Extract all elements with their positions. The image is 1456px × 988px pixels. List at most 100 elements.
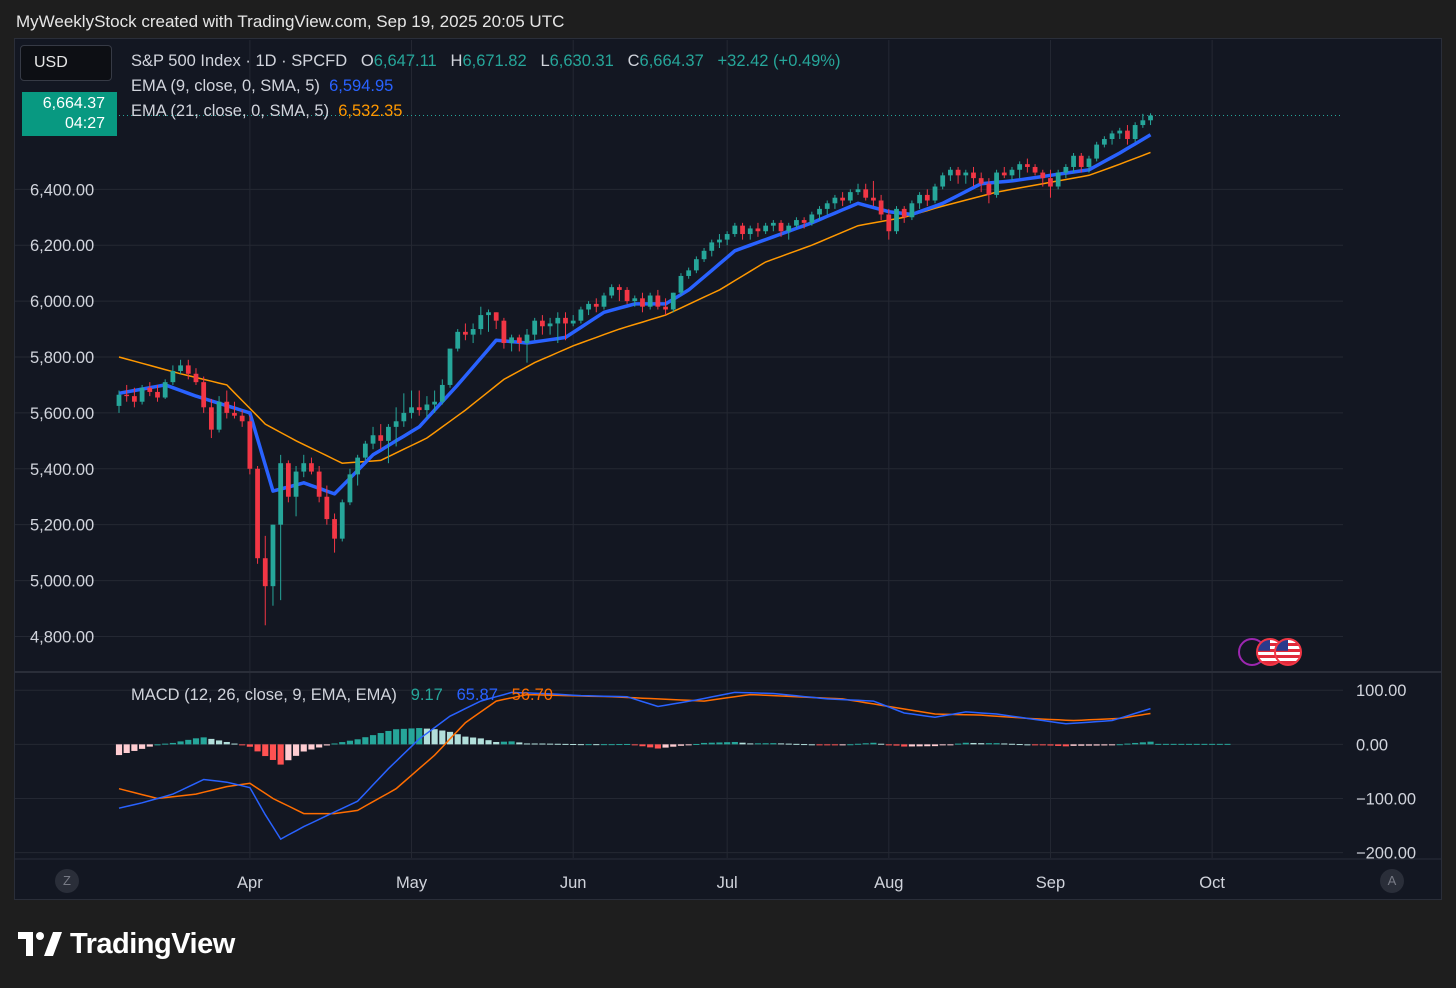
candle — [362, 440, 368, 461]
macd-histogram-bar — [878, 743, 885, 745]
macd-histogram-bar — [554, 743, 561, 745]
macd-histogram-bar — [292, 744, 300, 756]
candle — [640, 292, 645, 313]
candle-body — [709, 242, 715, 251]
candle — [678, 273, 684, 296]
macd-histogram-bar — [677, 744, 685, 746]
candle — [540, 315, 545, 335]
price-axis-tick-label: 6,200.00 — [30, 237, 94, 255]
macd-legend[interactable]: MACD (12, 26, close, 9, EMA, EMA) 9.17 6… — [131, 686, 553, 705]
candle — [1001, 166, 1007, 179]
candle-body — [332, 519, 337, 539]
candle-body — [994, 172, 999, 195]
candle-body — [370, 435, 376, 444]
candle-body — [409, 407, 414, 413]
candle — [940, 172, 946, 190]
macd-histogram-bar — [647, 744, 654, 748]
candle-body — [878, 200, 884, 215]
candle — [155, 384, 160, 402]
candle — [416, 390, 422, 416]
candle — [1055, 169, 1061, 190]
candle — [955, 166, 961, 184]
macd-histogram-bar — [893, 744, 900, 746]
macd-histogram-bar — [577, 744, 584, 746]
time-axis-tick-label: May — [396, 874, 428, 892]
macd-histogram-bar — [362, 737, 369, 745]
candle — [770, 220, 776, 232]
macd-histogram-bar — [1101, 744, 1108, 746]
candle — [501, 317, 507, 349]
candle-body — [362, 443, 368, 458]
candle-body — [478, 315, 484, 330]
macd-histogram-bar — [939, 744, 946, 746]
macd-histogram-bar — [708, 742, 715, 745]
candle-body — [593, 303, 599, 307]
time-axis-tick-label: Jul — [717, 874, 738, 892]
macd-histogram-bar — [500, 741, 507, 745]
candle — [824, 200, 830, 215]
macd-histogram-bar — [785, 743, 792, 745]
candle-body — [463, 331, 468, 335]
candle-body — [208, 407, 214, 430]
candle — [755, 222, 761, 237]
candle — [948, 166, 953, 181]
candle-body — [224, 401, 230, 413]
macd-histogram-bar — [1132, 742, 1139, 745]
macd-histogram-bar — [246, 744, 253, 747]
candle-body — [293, 471, 299, 497]
candle-body — [1063, 166, 1069, 173]
candle — [1086, 155, 1092, 173]
currency-button[interactable]: USD — [20, 45, 112, 81]
change-value: +32.42 (+0.49%) — [717, 52, 841, 70]
candle — [1078, 152, 1084, 173]
candle-body — [948, 169, 953, 176]
macd-histogram-bar — [901, 744, 908, 747]
candle — [1017, 161, 1023, 179]
candle — [270, 524, 276, 606]
candle — [832, 194, 838, 209]
macd-histogram-bar — [962, 742, 969, 745]
candle-body — [986, 183, 992, 195]
macd-histogram-bar — [439, 730, 446, 745]
candle-body — [824, 203, 830, 209]
macd-histogram-bar — [1108, 744, 1116, 746]
candle-body — [386, 426, 391, 441]
macd-histogram-bar — [908, 744, 915, 747]
macd-histogram-bar — [231, 743, 238, 745]
candle-body — [470, 329, 476, 335]
candle-body — [1140, 120, 1146, 126]
candle — [717, 234, 722, 249]
candle-body — [532, 320, 538, 335]
auto-scale-button[interactable]: A — [1380, 869, 1404, 893]
candle — [901, 206, 907, 223]
candle-body — [516, 337, 522, 344]
candle — [563, 312, 568, 341]
candle-body — [124, 394, 130, 397]
ema21-legend[interactable]: EMA (21, close, 0, SMA, 5) 6,532.35 — [131, 102, 402, 121]
candle — [986, 178, 992, 204]
event-markers[interactable] — [1238, 638, 1302, 668]
macd-histogram-bar — [747, 743, 754, 745]
candle — [201, 376, 207, 413]
macd-histogram-bar — [716, 742, 723, 745]
macd-histogram-bar — [1039, 744, 1046, 746]
macd-histogram-bar — [1001, 743, 1008, 745]
candle-body — [524, 334, 530, 344]
candle-body — [416, 407, 422, 411]
candle — [570, 315, 576, 327]
symbol-legend[interactable]: S&P 500 Index · 1D · SPCFD O6,647.11 H6,… — [131, 52, 840, 71]
macd-histogram-bar — [269, 744, 277, 760]
macd-histogram-bar — [200, 737, 207, 745]
time-axis-tick-label: Oct — [1199, 874, 1225, 892]
macd-histogram-bar — [685, 744, 692, 746]
candle-body — [586, 303, 591, 310]
candle-body — [185, 365, 191, 374]
candle — [124, 384, 130, 402]
candle — [555, 312, 561, 344]
us-flag-icon[interactable] — [1274, 638, 1302, 666]
zoom-button[interactable]: Z — [55, 869, 79, 893]
ema21-label: EMA (21, close, 0, SMA, 5) — [131, 102, 330, 120]
ema9-legend[interactable]: EMA (9, close, 0, SMA, 5) 6,594.95 — [131, 77, 393, 96]
candle — [455, 329, 461, 352]
